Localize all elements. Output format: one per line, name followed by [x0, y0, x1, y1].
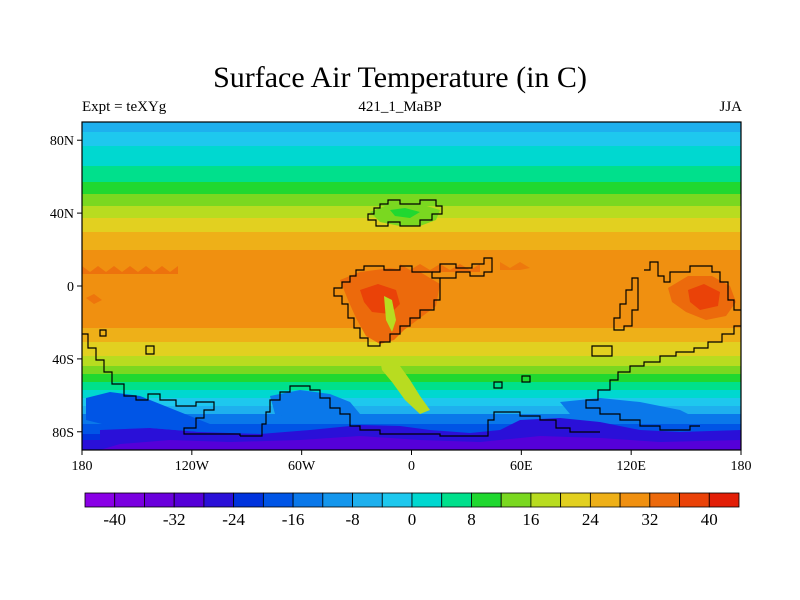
colorbar-swatch	[114, 492, 145, 508]
colorbar-swatch	[708, 492, 740, 508]
colorbar-swatch	[203, 492, 235, 508]
warm-region	[384, 296, 396, 332]
colorbar-label: -16	[282, 510, 305, 529]
continent-west-peninsula	[613, 277, 639, 331]
lon-tick-label: 120E	[616, 459, 646, 474]
warm-region	[500, 262, 530, 270]
colorbar-swatch	[381, 492, 413, 508]
colorbar-swatch	[262, 492, 294, 508]
colorbar-label: 8	[467, 510, 476, 529]
colorbar-swatch	[292, 492, 324, 508]
time-label: 421_1_MaBP	[358, 99, 442, 115]
colorbar-label: 16	[522, 510, 539, 529]
lon-tick-label: 120W	[175, 459, 210, 474]
temp-band	[82, 342, 741, 356]
lat-tick-label: 0	[67, 280, 74, 295]
continent-east-south	[585, 325, 741, 431]
colorbar-label: -8	[345, 510, 359, 529]
colorbar-label: -40	[103, 510, 126, 529]
lon-tick-label: 60E	[510, 459, 533, 474]
colorbar-swatch	[352, 492, 383, 508]
continent-south-west	[82, 333, 241, 436]
colorbar-label: -24	[222, 510, 245, 529]
continent-south-central	[240, 385, 600, 437]
temp-band	[82, 406, 741, 414]
lat-tick-label: 40S	[52, 353, 74, 368]
temp-band	[82, 366, 741, 374]
continent-africa	[333, 265, 441, 347]
warm-region	[86, 294, 102, 304]
colorbar: -40 -32 -24 -16 -8 0 8 16 24 32 40	[84, 492, 740, 529]
temperature-field	[82, 122, 741, 450]
lon-tick-label: 180	[731, 459, 752, 474]
warm-region	[82, 266, 178, 274]
colorbar-swatch	[619, 492, 651, 508]
cool-region	[390, 208, 420, 218]
continent-africa-north	[432, 257, 493, 279]
temp-band	[82, 166, 741, 182]
colorbar-swatch	[322, 492, 353, 508]
map-title: Surface Air Temperature (in C)	[213, 61, 587, 94]
warm-region	[380, 360, 430, 414]
colorbar-swatch	[173, 492, 205, 508]
cold-region	[100, 436, 741, 450]
island-d	[493, 381, 503, 389]
lon-tick-label: 0	[408, 459, 415, 474]
temp-band	[82, 122, 741, 132]
colorbar-swatch	[589, 492, 621, 508]
temp-band	[82, 328, 741, 342]
temp-band	[82, 232, 741, 250]
temp-band	[82, 356, 741, 366]
colorbar-swatch	[84, 492, 116, 508]
longitude-axis: 180 120W 60W 0 60E 120E 180	[72, 450, 752, 474]
colorbar-label: 0	[408, 510, 417, 529]
temp-band	[82, 194, 741, 206]
temp-band	[82, 182, 741, 194]
continent-north	[367, 199, 443, 227]
temp-band	[82, 132, 741, 146]
hot-region	[688, 284, 720, 310]
colorbar-swatch	[471, 492, 502, 508]
cold-region	[86, 392, 220, 432]
colorbar-label: 32	[641, 510, 658, 529]
temp-band	[82, 374, 741, 382]
continent-east	[644, 261, 741, 311]
lat-tick-label: 80N	[50, 134, 74, 149]
island-c	[521, 375, 531, 383]
island-b	[99, 329, 107, 337]
island-a	[145, 345, 155, 355]
lon-tick-label: 60W	[288, 459, 316, 474]
colorbar-swatch	[411, 492, 443, 508]
season-label: JJA	[719, 99, 742, 115]
colorbar-swatch	[144, 492, 175, 508]
colorbar-swatch	[530, 492, 562, 508]
lat-tick-label: 40N	[50, 207, 74, 222]
colorbar-label: 24	[582, 510, 600, 529]
island-e	[591, 345, 613, 357]
lon-tick-label: 180	[72, 459, 93, 474]
lat-tick-label: 80S	[52, 426, 74, 441]
colorbar-label: -32	[163, 510, 186, 529]
colorbar-swatch	[649, 492, 680, 508]
colorbar-swatch	[233, 492, 264, 508]
cold-region	[560, 398, 700, 424]
temp-band	[82, 414, 741, 424]
colorbar-label: 40	[701, 510, 718, 529]
colorbar-swatch	[679, 492, 710, 508]
coastlines	[82, 199, 741, 437]
cold-region	[270, 390, 360, 420]
colorbar-swatch	[500, 492, 532, 508]
colorbar-swatch	[441, 492, 472, 508]
temp-band	[82, 146, 741, 166]
colorbar-swatch	[560, 492, 591, 508]
latitude-axis: 80N 40N 0 40S 80S	[50, 134, 82, 441]
experiment-label: Expt = teXYg	[82, 99, 167, 115]
